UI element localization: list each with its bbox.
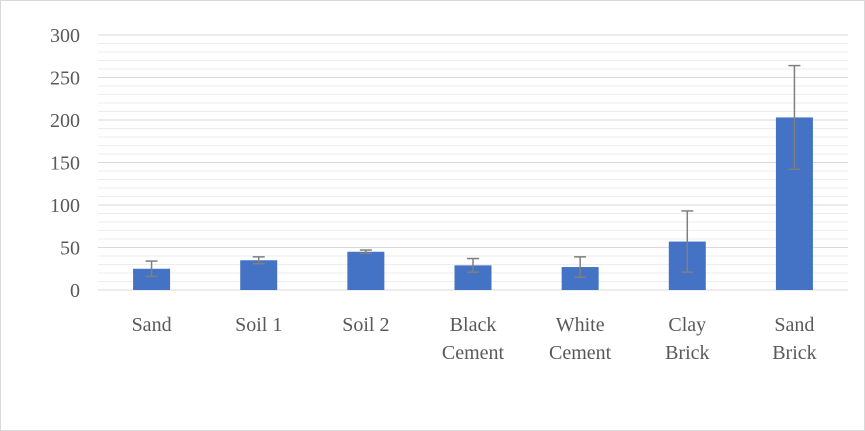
x-category-label: Soil 2 bbox=[342, 314, 389, 336]
x-category-label: Clay bbox=[668, 314, 706, 336]
x-category-label: Sand bbox=[132, 314, 172, 336]
y-tick-label: 300 bbox=[50, 25, 80, 47]
x-category-label: Brick bbox=[772, 342, 816, 364]
y-tick-label: 0 bbox=[70, 280, 80, 302]
y-tick-label: 50 bbox=[60, 238, 80, 260]
bars bbox=[133, 117, 813, 290]
bar bbox=[133, 268, 171, 290]
bar bbox=[561, 267, 599, 290]
y-tick-label: 100 bbox=[50, 195, 80, 217]
gridlines bbox=[98, 34, 848, 291]
bar bbox=[240, 260, 278, 290]
x-category-label: Sand bbox=[774, 314, 814, 336]
y-tick-label: 250 bbox=[50, 68, 80, 90]
x-axis-category-labels: Sand Soil 1 Soil 2 Black Cement White Cement Cl… bbox=[132, 314, 817, 364]
error-bars bbox=[145, 64, 801, 278]
x-category-label: White bbox=[556, 314, 605, 336]
y-axis-tick-labels: 0 50 100 150 200 250 300 bbox=[50, 25, 80, 302]
y-tick-label: 200 bbox=[50, 110, 80, 132]
x-category-label: Cement bbox=[549, 342, 612, 364]
x-category-label: Black bbox=[450, 314, 497, 336]
x-category-label: Soil 1 bbox=[235, 314, 282, 336]
bar bbox=[347, 251, 385, 290]
y-tick-label: 150 bbox=[50, 153, 80, 175]
x-category-label: Cement bbox=[442, 342, 505, 364]
x-category-label: Brick bbox=[665, 342, 709, 364]
